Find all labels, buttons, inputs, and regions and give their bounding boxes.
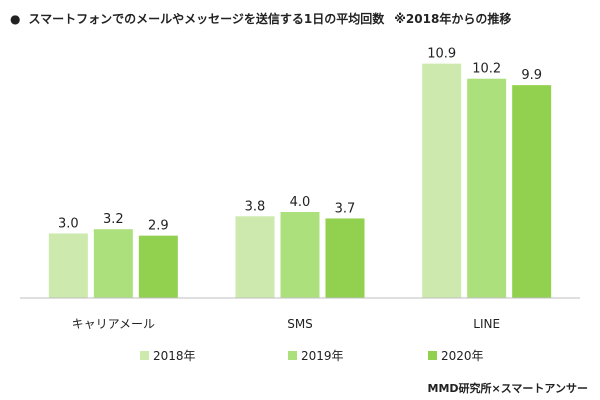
legend-label-2018: 2018年	[153, 349, 196, 363]
legend-swatch-2018	[140, 351, 149, 360]
chart-title: ● スマートフォンでのメールやメッセージを送信する1日の平均回数 ※2018年からの…	[10, 10, 511, 27]
bar	[235, 216, 275, 298]
category-label: キャリアメール	[72, 317, 155, 331]
category-label: LINE	[473, 317, 500, 331]
bar	[467, 78, 507, 298]
bar	[48, 233, 88, 298]
legend-swatch-2020	[428, 351, 437, 360]
data-label: 2.9	[148, 219, 169, 234]
legend: 2018年 2019年 2020年	[0, 347, 600, 367]
legend-swatch-2019	[288, 351, 297, 360]
bar	[325, 218, 365, 298]
title-bullet: ●	[10, 12, 21, 26]
data-label: 9.9	[521, 68, 542, 83]
bar	[512, 85, 552, 299]
data-label: 3.0	[58, 217, 79, 232]
bar	[422, 63, 462, 299]
legend-item-2019: 2019年	[288, 347, 344, 364]
data-label: 3.2	[103, 212, 124, 227]
title-text: スマートフォンでのメールやメッセージを送信する1日の平均回数	[28, 12, 385, 26]
legend-label-2020: 2020年	[441, 349, 484, 363]
source-credit: MMD研究所×スマートアンサー	[427, 382, 588, 395]
data-label: 3.8	[245, 199, 266, 214]
legend-item-2018: 2018年	[140, 347, 196, 364]
legend-item-2020: 2020年	[428, 347, 484, 364]
data-label: 4.0	[290, 195, 311, 210]
bar	[280, 212, 320, 298]
title-note: ※2018年からの推移	[394, 12, 512, 26]
data-label: 3.7	[335, 201, 356, 216]
category-label: SMS	[287, 317, 313, 331]
data-label: 10.9	[427, 47, 456, 62]
bar	[93, 229, 133, 298]
legend-label-2019: 2019年	[301, 349, 344, 363]
bar	[138, 235, 178, 298]
data-label: 10.2	[472, 62, 501, 77]
